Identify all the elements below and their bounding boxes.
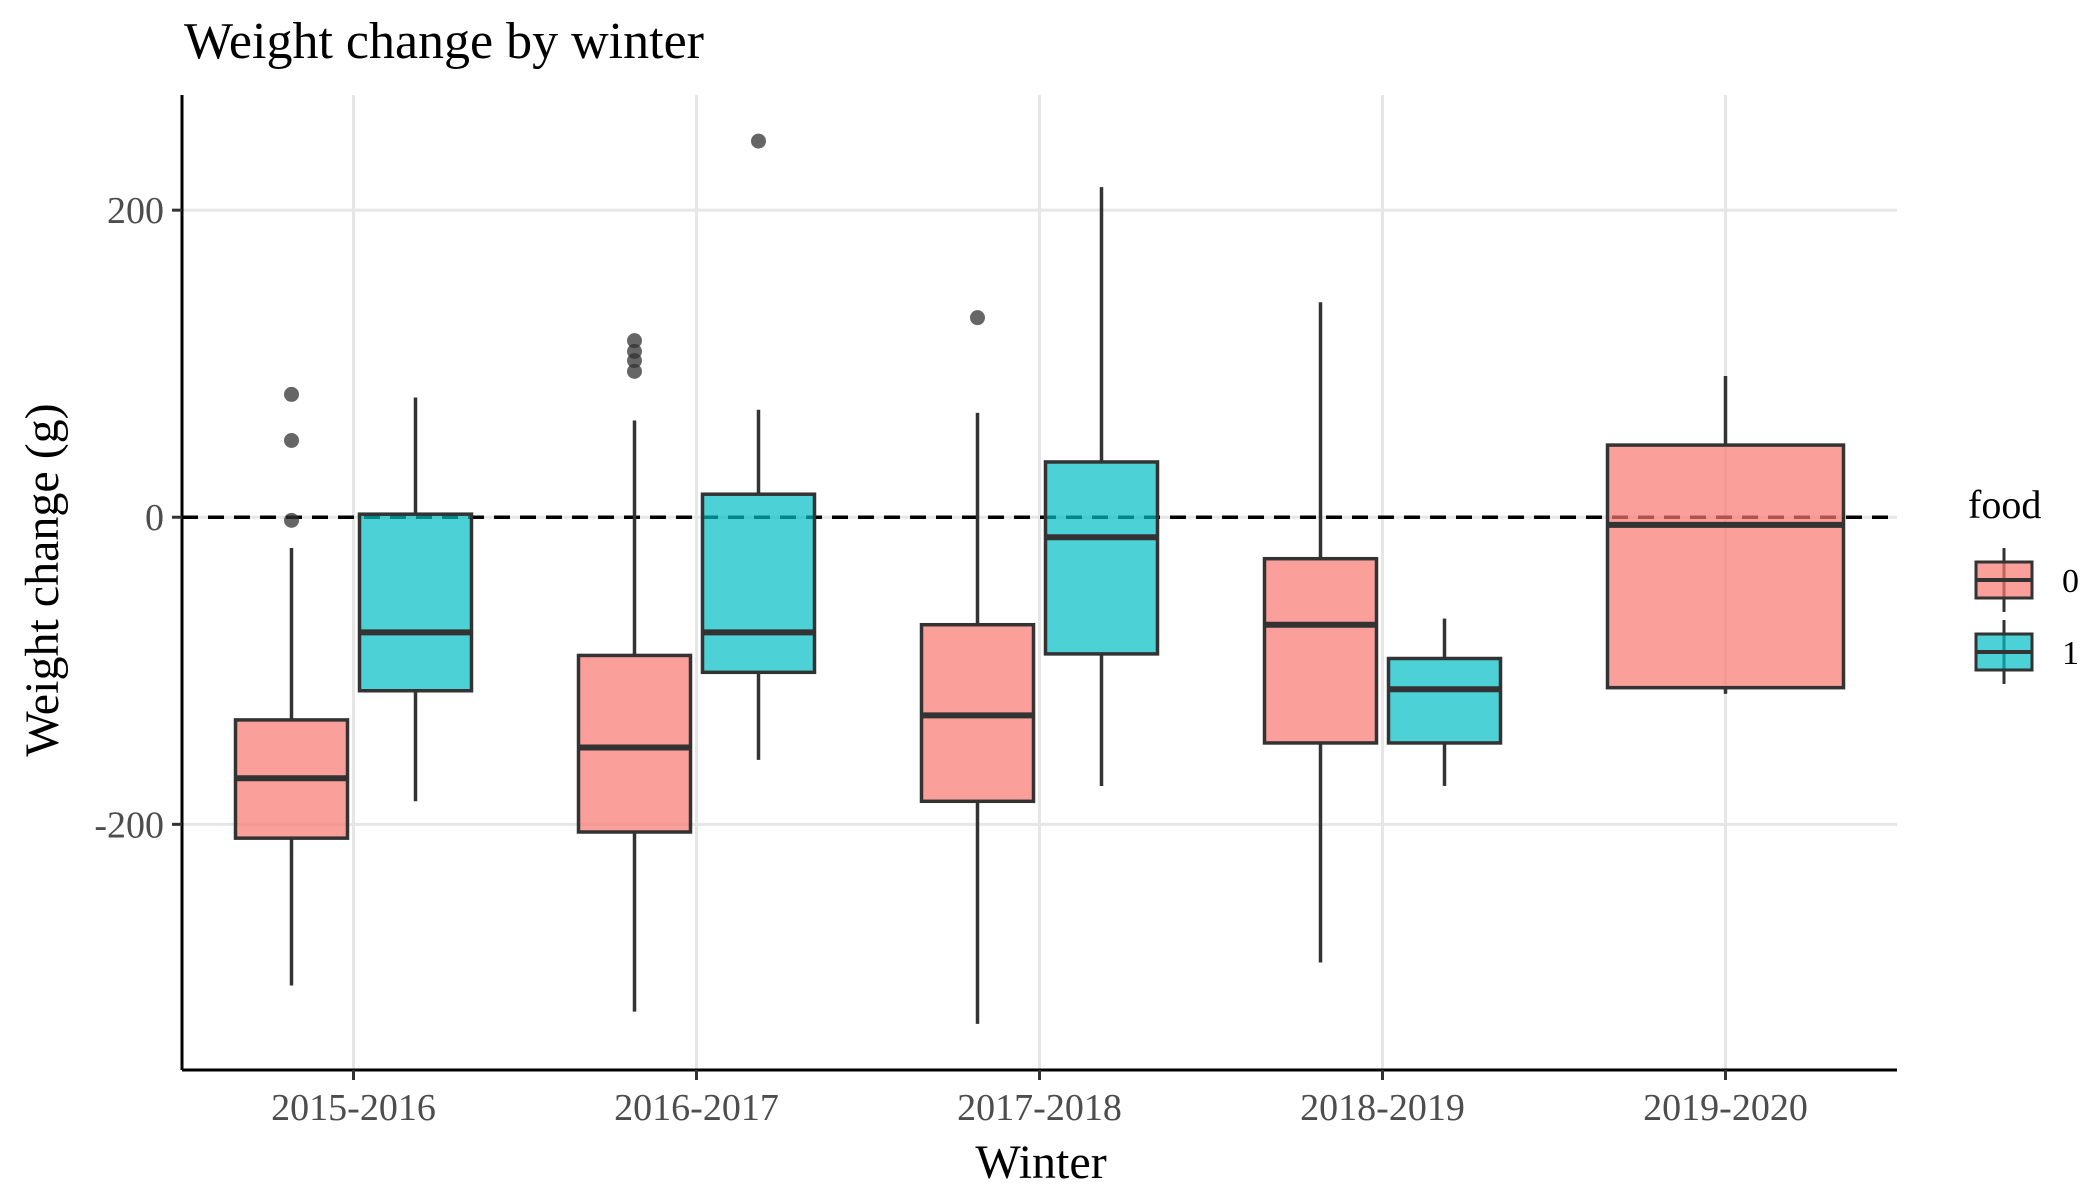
box-2018-2019-food-0 xyxy=(1262,302,1379,963)
box-2016-2017-food-0 xyxy=(576,333,693,1012)
y-tick-label-1: 0 xyxy=(145,497,164,539)
box-2016-2017-food-1 xyxy=(700,133,817,760)
x-tick-label-4: 2019-2020 xyxy=(1643,1087,1808,1129)
legend-title: food xyxy=(1968,482,2041,527)
box-iqr xyxy=(1386,656,1503,745)
legend: food 0 1 xyxy=(1968,482,2079,684)
x-tick-label-3: 2018-2019 xyxy=(1300,1087,1465,1129)
boxes xyxy=(233,133,1846,1024)
box-2017-2018-food-1 xyxy=(1043,187,1160,786)
x-tick-label-2: 2017-2018 xyxy=(957,1087,1122,1129)
axes: -200 0 200 2015-2016 2016-2017 2017-2018 2018-… xyxy=(94,95,1897,1129)
box-iqr xyxy=(1605,443,1846,690)
outlier-point-0 xyxy=(970,310,985,326)
box-2018-2019-food-1 xyxy=(1386,618,1503,786)
outlier-point-0 xyxy=(627,333,642,349)
legend-label-1: 1 xyxy=(2062,635,2079,672)
outlier-point-0 xyxy=(751,133,766,149)
legend-label-0: 0 xyxy=(2062,563,2079,600)
box-2019-2020-food-0 xyxy=(1605,375,1846,694)
x-tick-label-1: 2016-2017 xyxy=(614,1087,779,1129)
outlier-point-1 xyxy=(284,432,299,448)
legend-key-0 xyxy=(1974,548,2034,612)
box-iqr xyxy=(1262,556,1379,745)
outlier-point-3 xyxy=(627,363,642,379)
y-tick-label-2: 200 xyxy=(107,190,164,232)
box-2015-2016-food-0 xyxy=(233,386,350,986)
box-iqr xyxy=(1043,460,1160,656)
box-iqr xyxy=(700,492,817,675)
legend-key-1 xyxy=(1974,620,2034,684)
box-iqr xyxy=(576,653,693,834)
x-tick-label-0: 2015-2016 xyxy=(271,1087,436,1129)
y-tick-label-0: -200 xyxy=(94,804,164,846)
y-axis-title: Weight change (g) xyxy=(16,403,69,756)
box-2017-2018-food-0 xyxy=(919,310,1036,1024)
outlier-point-0 xyxy=(284,386,299,402)
outlier-point-2 xyxy=(284,512,299,528)
chart-title: Weight change by winter xyxy=(184,13,704,70)
box-2015-2016-food-1 xyxy=(357,397,474,802)
x-axis-title: Winter xyxy=(975,1136,1106,1189)
box-iqr xyxy=(357,512,474,693)
outlier-point-2 xyxy=(627,353,642,369)
